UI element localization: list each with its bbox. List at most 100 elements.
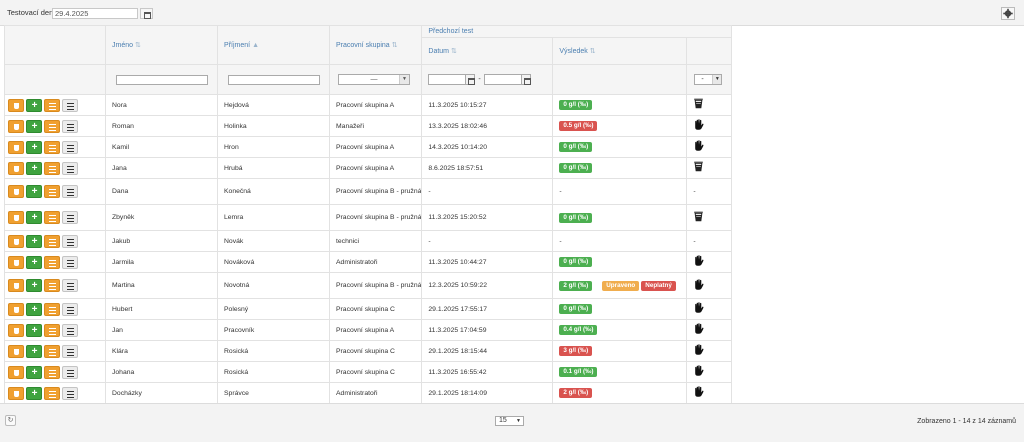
detail-list-button[interactable] <box>62 119 78 133</box>
filter-workgroup-select[interactable]: — ▼ <box>338 74 410 85</box>
list-icon <box>67 306 74 314</box>
cell-date: 11.3.2025 17:04:59 <box>421 319 554 341</box>
detail-list-button[interactable] <box>62 98 78 112</box>
add-test-button[interactable]: + <box>26 255 42 269</box>
header-workgroup[interactable]: Pracovní skupina ⇅ <box>328 25 423 65</box>
add-test-button[interactable]: + <box>26 365 42 379</box>
hand-icon <box>693 278 704 293</box>
header-result[interactable]: Výsledek ⇅ <box>552 37 688 65</box>
last-name-text: Holinka <box>224 122 247 130</box>
filter-type-select[interactable]: - ▼ <box>694 74 723 85</box>
chevron-down-icon: ▼ <box>712 75 722 84</box>
breathalyzer-test-button[interactable] <box>8 140 24 154</box>
detail-list-button[interactable] <box>62 255 78 269</box>
breathalyzer-test-button[interactable] <box>8 161 24 175</box>
header-first-name[interactable]: Jméno ⇅ <box>105 25 218 65</box>
breathalyzer-test-button[interactable] <box>8 211 24 224</box>
breathalyzer-test-button[interactable] <box>8 302 24 316</box>
cell-type <box>686 382 733 404</box>
breathalyzer-cup-icon <box>693 98 704 112</box>
detail-list-button[interactable] <box>62 185 78 198</box>
test-day-calendar-button[interactable] <box>140 8 153 19</box>
table-row-1: + Nora Hejdová Pracovní skupina A 11.3.2… <box>4 94 1023 116</box>
settings-button[interactable] <box>1001 7 1015 20</box>
test-list-button[interactable] <box>44 98 60 112</box>
breathalyzer-test-button[interactable] <box>8 119 24 133</box>
records-info: Zobrazeno 1 - 14 z 14 záznamů <box>917 418 1016 425</box>
header-date[interactable]: Datum ⇅ <box>421 37 554 65</box>
breathalyzer-test-button[interactable] <box>8 185 24 198</box>
filter-date-to-calendar-button[interactable] <box>521 74 531 85</box>
add-test-button[interactable]: + <box>26 323 42 337</box>
cell-type <box>686 251 733 273</box>
cup-icon <box>14 165 19 172</box>
add-test-button[interactable]: + <box>26 344 42 358</box>
hand-icon <box>693 323 704 337</box>
breathalyzer-test-button[interactable] <box>8 255 24 269</box>
header-last-name[interactable]: Příjmení ▲ <box>217 25 330 65</box>
page-size-select[interactable]: 15 ▼ <box>495 416 524 426</box>
test-list-button[interactable] <box>44 161 60 175</box>
list-icon <box>49 327 56 335</box>
test-list-button[interactable] <box>44 185 60 198</box>
list-icon <box>49 369 56 377</box>
test-list-button[interactable] <box>44 140 60 154</box>
cell-workgroup: Administratoři <box>328 382 423 404</box>
list-icon <box>49 283 56 290</box>
refresh-button[interactable]: ↻ <box>5 415 16 426</box>
breathalyzer-test-button[interactable] <box>8 279 24 292</box>
add-test-button[interactable]: + <box>26 386 42 400</box>
test-list-button[interactable] <box>44 119 60 133</box>
filter-date-to-input[interactable] <box>483 74 522 85</box>
breathalyzer-test-button[interactable] <box>8 234 24 248</box>
filter-first-name-input[interactable] <box>115 74 208 85</box>
test-list-button[interactable] <box>44 386 60 400</box>
test-list-button[interactable] <box>44 211 60 224</box>
detail-list-button[interactable] <box>62 211 78 224</box>
filter-date-from-input[interactable] <box>428 74 467 85</box>
detail-list-button[interactable] <box>62 386 78 400</box>
breathalyzer-test-button[interactable] <box>8 98 24 112</box>
last-name-text: Polesný <box>224 305 249 313</box>
add-test-button[interactable]: + <box>26 161 42 175</box>
cell-last-name: Rosická <box>217 361 330 383</box>
add-test-button[interactable]: + <box>26 140 42 154</box>
first-name-text: Roman <box>112 122 134 130</box>
detail-list-button[interactable] <box>62 279 78 292</box>
detail-list-button[interactable] <box>62 344 78 358</box>
breathalyzer-test-button[interactable] <box>8 323 24 337</box>
breathalyzer-test-button[interactable] <box>8 344 24 358</box>
detail-list-button[interactable] <box>62 234 78 248</box>
first-name-text: Dana <box>112 188 129 195</box>
test-list-button[interactable] <box>44 344 60 358</box>
list-icon <box>49 259 56 267</box>
last-name-text: Hron <box>224 143 239 151</box>
breathalyzer-test-button[interactable] <box>8 386 24 400</box>
detail-list-button[interactable] <box>62 365 78 379</box>
detail-list-button[interactable] <box>62 140 78 154</box>
add-test-button[interactable]: + <box>26 279 42 292</box>
test-day-input[interactable]: 29.4.2025 <box>52 8 138 19</box>
test-list-button[interactable] <box>44 323 60 337</box>
detail-list-button[interactable] <box>62 302 78 316</box>
list-icon <box>49 144 56 152</box>
test-list-button[interactable] <box>44 302 60 316</box>
test-list-button[interactable] <box>44 255 60 269</box>
breathalyzer-test-button[interactable] <box>8 365 24 379</box>
add-test-button[interactable]: + <box>26 98 42 112</box>
detail-list-button[interactable] <box>62 323 78 337</box>
add-test-button[interactable]: + <box>26 119 42 133</box>
add-test-button[interactable]: + <box>26 302 42 316</box>
filter-date-from-calendar-button[interactable] <box>466 74 476 85</box>
cell-first-name: Zbyněk <box>105 204 218 231</box>
add-test-button[interactable]: + <box>26 234 42 248</box>
cell-type <box>686 136 733 158</box>
hand-icon <box>693 344 704 358</box>
test-list-button[interactable] <box>44 279 60 292</box>
add-test-button[interactable]: + <box>26 185 42 198</box>
filter-last-name-input[interactable] <box>227 74 320 85</box>
test-list-button[interactable] <box>44 234 60 248</box>
add-test-button[interactable]: + <box>26 211 42 224</box>
test-list-button[interactable] <box>44 365 60 379</box>
detail-list-button[interactable] <box>62 161 78 175</box>
